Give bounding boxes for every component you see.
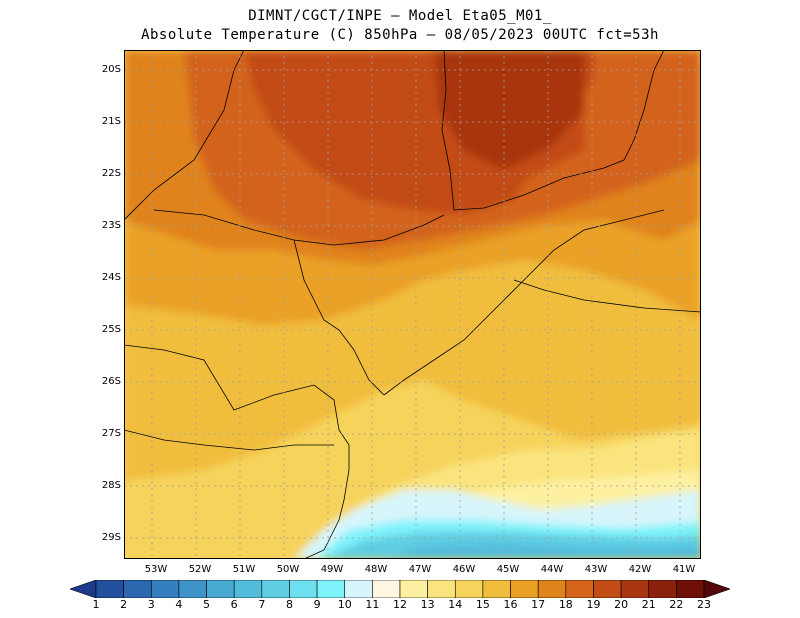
colorbar-label: 13 xyxy=(420,598,435,611)
colorbar-label: 12 xyxy=(393,598,407,611)
colorbar-cell xyxy=(427,580,456,598)
lat-lon-grid xyxy=(124,50,701,559)
lon-label: 41W xyxy=(672,564,696,575)
colorbar-label: 5 xyxy=(203,598,211,611)
lat-label: 28S xyxy=(101,480,121,491)
colorbar-label: 1 xyxy=(92,598,100,611)
lat-label: 29S xyxy=(101,532,121,543)
lat-label: 22S xyxy=(101,168,121,179)
colorbar-label: 3 xyxy=(147,598,155,611)
colorbar-cell xyxy=(123,580,152,598)
lon-label: 43W xyxy=(584,564,608,575)
colorbar-label: 15 xyxy=(475,598,490,611)
colorbar-cell xyxy=(399,580,428,598)
colorbar-cell xyxy=(70,580,97,598)
colorbar-cell xyxy=(703,580,730,598)
colorbar-label: 4 xyxy=(175,598,183,611)
lon-label: 47W xyxy=(408,564,432,575)
colorbar-cell xyxy=(648,580,677,598)
lat-label: 21S xyxy=(101,116,121,127)
colorbar-label: 8 xyxy=(285,598,293,611)
lon-label: 51W xyxy=(232,564,256,575)
colorbar-label: 20 xyxy=(614,598,629,611)
colorbar-cell xyxy=(316,580,346,598)
lon-label: 49W xyxy=(320,564,344,575)
colorbar-cell xyxy=(620,580,650,598)
lat-label: 25S xyxy=(101,324,121,335)
colorbar-label: 7 xyxy=(258,598,266,611)
colorbar-cell xyxy=(593,580,622,598)
lon-label: 50W xyxy=(276,564,300,575)
lon-label: 52W xyxy=(188,564,212,575)
colorbar-label: 9 xyxy=(313,598,321,611)
colorbar-cell xyxy=(289,580,318,598)
lon-label: 53W xyxy=(144,564,168,575)
colorbar-cell xyxy=(178,580,207,598)
temperature-map xyxy=(124,50,701,559)
lat-label: 26S xyxy=(101,376,121,387)
lon-label: 48W xyxy=(364,564,388,575)
colorbar-cell xyxy=(510,580,539,598)
colorbar-cell xyxy=(206,580,235,598)
colorbar-label: 18 xyxy=(558,598,573,611)
lat-label: 24S xyxy=(101,272,121,283)
lat-label: 27S xyxy=(101,428,121,439)
colorbar-cell xyxy=(537,580,567,598)
colorbar-label: 22 xyxy=(669,598,684,611)
temperature-field xyxy=(124,50,701,559)
colorbar-cell xyxy=(372,580,401,598)
lon-label: 44W xyxy=(540,564,564,575)
coastline-and-borders xyxy=(124,50,701,559)
lon-label: 46W xyxy=(452,564,476,575)
colorbar-label: 2 xyxy=(120,598,128,611)
colorbar-label: 6 xyxy=(230,598,238,611)
map-frame xyxy=(124,50,701,559)
temperature-colorbar xyxy=(70,580,730,598)
lat-label: 23S xyxy=(101,220,121,231)
colorbar-cell xyxy=(95,580,124,598)
colorbar-label: 11 xyxy=(365,598,380,611)
colorbar-label: 14 xyxy=(448,598,463,611)
colorbar-cell xyxy=(261,580,290,598)
map-title-line-2: Absolute Temperature (C) 850hPa – 08/05/… xyxy=(141,27,659,43)
colorbar-label: 21 xyxy=(641,598,656,611)
colorbar-cell xyxy=(565,580,594,598)
colorbar-label: 23 xyxy=(697,598,711,611)
colorbar-cell xyxy=(454,580,484,598)
map-title-line-1: DIMNT/CGCT/INPE – Model Eta05_M01_ xyxy=(248,8,552,24)
colorbar-cell xyxy=(482,580,511,598)
lat-label: 20S xyxy=(101,64,121,75)
colorbar-cell xyxy=(233,580,263,598)
colorbar-cell xyxy=(150,580,180,598)
colorbar-cell xyxy=(344,580,373,598)
colorbar-label: 19 xyxy=(586,598,601,611)
colorbar-label: 10 xyxy=(337,598,352,611)
lon-label: 42W xyxy=(628,564,652,575)
colorbar-cell xyxy=(676,580,705,598)
lon-label: 45W xyxy=(496,564,520,575)
colorbar-label: 16 xyxy=(503,598,518,611)
colorbar-label: 17 xyxy=(531,598,546,611)
